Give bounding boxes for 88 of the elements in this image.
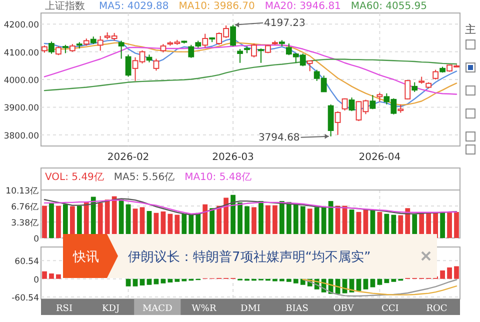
bar	[363, 278, 368, 290]
candlestick	[306, 60, 313, 72]
candlestick	[348, 97, 355, 112]
line-series	[44, 44, 458, 95]
y-tick-label: 4000.00	[4, 76, 39, 86]
bar	[454, 212, 459, 238]
bar	[160, 278, 166, 284]
bar	[440, 270, 445, 279]
y-tick-label: 3800.00	[4, 131, 39, 142]
y-tick-label: 0	[34, 234, 39, 244]
candlestick	[258, 48, 264, 64]
chart-title: 上证指数	[45, 0, 85, 12]
bar	[356, 278, 362, 291]
bar	[447, 212, 452, 238]
text: KDJ	[102, 304, 120, 314]
series-label: MA5: 5.56亿	[114, 172, 175, 183]
x-tick-label: 2026-04	[358, 152, 401, 163]
bar	[182, 278, 187, 282]
bar	[174, 278, 180, 282]
annotation: 3794.68	[258, 132, 300, 144]
bar	[286, 278, 292, 282]
bar	[42, 271, 47, 279]
bar	[440, 212, 445, 238]
bar	[140, 278, 145, 286]
bar	[42, 206, 47, 238]
y-tick-label: 60.54	[14, 257, 39, 268]
candlestick	[188, 44, 194, 58]
y-tick-label: 3900.00	[4, 104, 39, 114]
bar	[132, 278, 138, 286]
candlestick	[342, 98, 348, 112]
candlestick	[370, 94, 376, 110]
bar	[293, 278, 298, 284]
annotation: 伊朗议长：特朗普7项社媒声明“均不属实”	[128, 249, 371, 265]
text: MACD	[142, 304, 172, 314]
bar	[146, 278, 152, 285]
bar	[272, 278, 278, 282]
bar	[56, 206, 61, 238]
text: DMI	[240, 304, 261, 314]
bar	[168, 278, 173, 282]
bar	[370, 278, 376, 288]
y-tick-label: 4100.00	[4, 48, 39, 58]
y-tick-label: 0	[34, 275, 39, 286]
bar	[279, 278, 284, 282]
text: CCI	[382, 304, 400, 314]
y-tick-label: 3.38亿	[11, 217, 39, 228]
bar	[49, 273, 54, 279]
text: MA60: 4055.95	[350, 1, 428, 12]
bar	[384, 278, 390, 284]
candlestick	[118, 40, 124, 60]
text: MA5: 4029.88	[99, 1, 169, 12]
candlestick	[97, 36, 104, 52]
bar	[447, 267, 452, 279]
x-tick-label: 2026-03	[212, 152, 254, 163]
bar	[56, 274, 61, 279]
candlestick	[237, 48, 243, 64]
text: BIAS	[286, 304, 308, 314]
candlestick	[153, 58, 160, 72]
series-label: VOL: 5.49亿	[45, 172, 104, 183]
text: MA10: 5.48亿	[184, 172, 252, 183]
x-tick-label: 2026-02	[107, 152, 150, 163]
bar	[49, 202, 54, 238]
candlestick	[432, 69, 438, 80]
text: RSI	[56, 304, 73, 314]
text: 主	[465, 23, 476, 36]
annotation: 快讯	[72, 250, 99, 265]
line-series	[44, 58, 458, 92]
y-tick-label: 10.13亿	[6, 186, 39, 196]
annotation: 4197.23	[264, 18, 306, 29]
y-tick-label: -60.54	[12, 294, 39, 304]
bar	[454, 266, 459, 279]
bar	[391, 278, 396, 282]
candlestick	[125, 54, 132, 78]
text: MA20: 3946.81	[264, 1, 341, 12]
bar	[154, 278, 159, 284]
text: MA10: 3986.70	[178, 1, 255, 12]
candlestick	[48, 41, 54, 54]
text: W%R	[192, 304, 216, 314]
candlestick	[251, 42, 257, 58]
y-tick-label: 6.76亿	[11, 201, 39, 212]
bar	[377, 278, 382, 285]
candlestick	[202, 33, 208, 48]
candlestick	[404, 80, 411, 100]
bar	[126, 278, 131, 286]
candlestick	[412, 82, 418, 92]
candlestick	[334, 110, 341, 136]
text: ROC	[426, 304, 448, 314]
text: OBV	[333, 304, 354, 314]
y-tick-label: 4200.00	[4, 20, 39, 31]
